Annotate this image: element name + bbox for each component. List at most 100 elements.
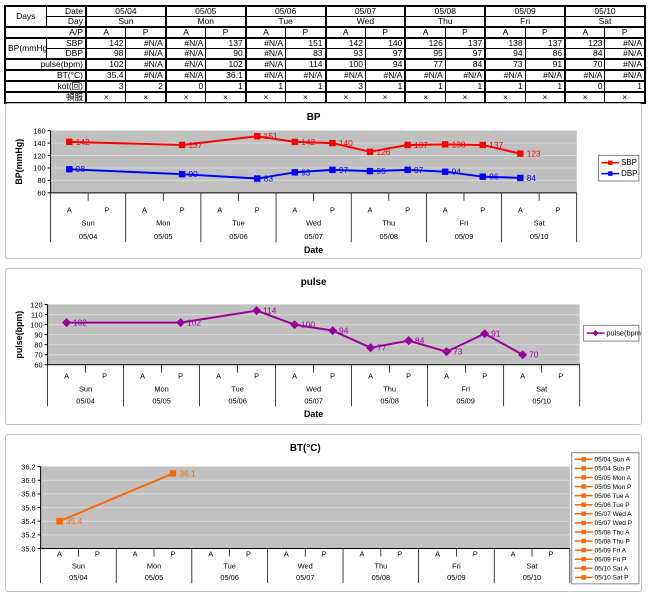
dbp-value-cell: 97 [444,48,486,60]
square-marker [581,466,586,471]
day-axis-label: Wed [306,384,321,393]
ap-axis-label: P [255,206,260,215]
diamond-marker [404,336,414,346]
square-marker [581,575,586,580]
ap-header: A [484,26,526,39]
day-axis-label: Sat [536,384,547,393]
row-label-ap: A/P [4,26,87,39]
pulse-value-cell: 114 [285,58,327,71]
sbp-value-cell: #N/A [164,37,207,49]
legend-label: SBP [621,158,637,167]
y-tick-label: 160 [33,126,45,135]
pulse-value-cell: #N/A [604,58,646,71]
legend-label: 05/08 Thu A [595,529,631,536]
pulse-value-cell: 84 [444,58,486,71]
day-axis-label: Sat [534,218,545,227]
kot-value-cell: 3 [324,80,366,93]
square-marker [441,141,449,148]
ap-header: A [164,26,207,39]
square-marker [291,138,299,146]
legend-label: 05/04 Sun P [595,466,631,473]
kot-value-cell: 1 [604,80,646,93]
legend-label: 05/07 Wed A [595,511,633,518]
date-axis-label: 05/04 [79,232,98,241]
ap-axis-label: A [64,372,69,381]
square-marker [291,169,299,176]
y-tick-label: 80 [37,176,45,185]
y-tick-label: 120 [30,300,42,309]
day-header: Sat [564,16,646,28]
legend-label: 05/05 Mon P [595,484,632,491]
data-label: 84 [415,336,425,346]
table-row-pulse: pulse(bpm) 102 #N/A #N/A 102 #N/A 114 100 94 77 8… [4,58,646,71]
diamond-marker [480,329,490,339]
legend-label: 05/04 Sun A [595,457,631,464]
kot-value-cell: 1 [404,80,446,93]
kot-value-cell: 1 [285,80,327,93]
square-marker [66,166,73,173]
data-label: 86 [489,172,499,182]
x-axis-title: Date [304,245,323,255]
legend-label: 05/07 Wed P [595,520,632,527]
ap-axis-label: A [292,372,297,381]
kot-value-cell: 1 [205,80,247,93]
pulse-value-cell: 73 [484,58,526,71]
legend-box [583,324,640,342]
ap-axis-label: P [170,549,175,558]
day-axis-label: Sat [526,561,537,570]
y-tick-label: 60 [37,189,45,198]
square-marker [479,141,486,149]
legend-label: 05/09 Fri A [595,547,627,554]
date-header: 05/04 [85,5,167,17]
bt-value-cell: #N/A [404,69,446,82]
square-marker [404,166,411,174]
y-tick-label: 35.4 [21,517,35,526]
pulse-value-cell: #N/A [244,58,287,71]
square-marker [581,484,586,489]
day-axis-label: Mon [156,218,170,227]
bt-value-cell: #N/A [524,69,566,82]
kot-value-cell: 1 [444,80,486,93]
pulse-value-cell: 77 [404,58,446,71]
table-row-dbp: DBP 98 #N/A #N/A 90 #N/A 83 93 97 95 97 94 86 84 #N/A [5,48,646,60]
date-axis-label: 05/09 [456,396,475,405]
table-row-sbp: BP(mmHg) SBP 142 #N/A #N/A 137 #N/A 151 142 140… [4,37,646,60]
data-label: 95 [376,166,386,176]
legend-label: 05/10 Sat P [595,575,629,582]
dbp-value-cell: 86 [524,48,566,60]
square-marker [608,160,613,165]
ap-axis-label: A [444,372,449,381]
ap-axis-label: A [511,549,516,558]
kot-value-cell: 1 [484,80,526,93]
ap-header: P [444,26,486,39]
ap-axis-label: P [180,206,185,215]
sbp-value-cell: 126 [404,37,446,49]
square-marker [581,520,586,526]
bt-value-cell: #N/A [164,69,207,82]
date-header: 05/06 [244,5,327,17]
plot-area [50,130,577,193]
sbp-value-cell: 151 [285,37,327,49]
row-label-tonpuku: 頓服 [4,91,87,104]
data-label: 91 [491,329,501,339]
ap-axis-label: P [330,206,335,215]
ap-header: P [604,26,646,39]
date-axis-label: 05/10 [523,573,542,582]
ap-header: A [85,26,127,39]
tonpuku-value-cell: × [564,91,606,104]
ap-axis-label: A [133,549,138,558]
ap-header: P [205,26,247,39]
data-label: 142 [76,137,90,147]
square-marker [581,556,586,562]
data-label: 102 [187,318,201,328]
row-label-kot: kot(回) [4,80,87,93]
data-label: 126 [376,147,390,157]
chart-title: BP [307,112,321,123]
dbp-value-cell: #N/A [244,48,287,60]
table-row-date: Days Date 05/04 05/05 05/06 05/07 05/08 05/09… [4,5,646,28]
square-marker [517,174,524,182]
date-axis-label: 05/07 [304,396,323,405]
corner-label: Days [4,5,47,28]
square-marker [581,502,586,507]
legend-label: 05/06 Tue P [595,502,630,509]
